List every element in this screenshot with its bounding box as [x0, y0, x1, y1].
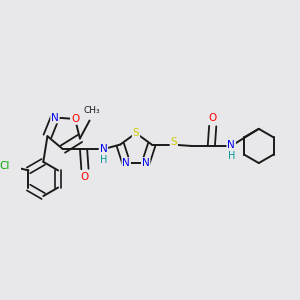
Text: N: N — [100, 144, 107, 154]
Text: H: H — [227, 152, 235, 161]
Text: H: H — [100, 154, 107, 165]
Text: N: N — [227, 140, 235, 150]
Text: N: N — [51, 112, 59, 123]
Text: CH₃: CH₃ — [83, 106, 100, 116]
Text: O: O — [71, 114, 79, 124]
Text: O: O — [208, 113, 217, 123]
Text: Cl: Cl — [0, 161, 10, 171]
Text: S: S — [170, 137, 177, 147]
Text: O: O — [81, 172, 89, 182]
Text: S: S — [133, 128, 139, 138]
Text: N: N — [122, 158, 130, 168]
Text: N: N — [142, 158, 150, 168]
